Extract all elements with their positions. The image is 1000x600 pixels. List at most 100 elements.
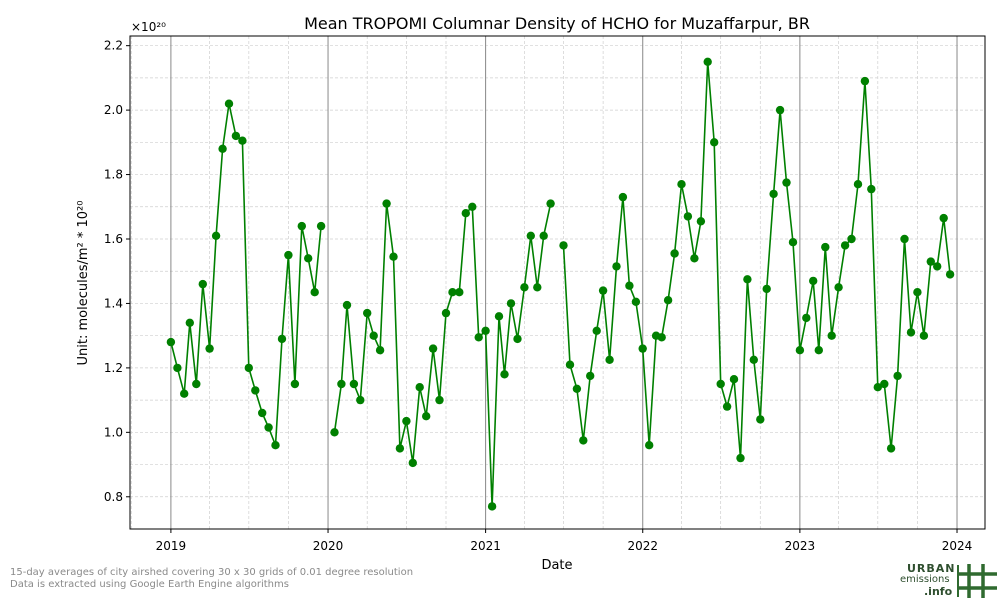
data-point xyxy=(762,284,771,294)
data-point xyxy=(297,221,306,231)
data-point xyxy=(677,180,686,189)
data-point xyxy=(192,379,201,389)
urban-emissions-logo: URBAN emissions .info xyxy=(898,561,1000,600)
logo-word-urban: URBAN xyxy=(907,562,956,575)
data-point xyxy=(756,415,765,424)
data-point xyxy=(919,331,929,340)
chart-title: Mean TROPOMI Columnar Density of HCHO fo… xyxy=(304,14,810,33)
data-point xyxy=(441,308,451,318)
data-point xyxy=(422,412,431,421)
data-point xyxy=(867,184,876,194)
data-point xyxy=(592,326,601,335)
data-point xyxy=(271,441,280,450)
data-point xyxy=(284,250,293,260)
data-point xyxy=(847,234,856,244)
data-point xyxy=(913,288,922,297)
data-point xyxy=(703,57,712,66)
logo-word-emissions: emissions xyxy=(900,574,950,585)
data-point xyxy=(435,395,444,405)
y-axis-label: Unit: molecules/m² * 10²⁰ xyxy=(76,201,91,366)
x-tick-label: 2019 xyxy=(156,539,187,553)
data-point xyxy=(166,337,176,347)
data-point xyxy=(939,213,948,223)
series-hcho xyxy=(166,57,955,511)
data-point xyxy=(565,360,575,369)
grid-mark-icon xyxy=(957,564,997,598)
data-point xyxy=(657,333,666,342)
data-point xyxy=(880,379,889,389)
data-point xyxy=(277,334,287,344)
data-point xyxy=(310,288,319,297)
data-point xyxy=(526,231,535,240)
data-point xyxy=(363,308,372,318)
data-point xyxy=(873,383,882,392)
data-point xyxy=(290,379,300,389)
data-point xyxy=(487,502,497,511)
data-point xyxy=(264,423,273,432)
data-point xyxy=(893,371,902,381)
data-point xyxy=(533,283,542,292)
data-point xyxy=(729,375,739,384)
data-point xyxy=(448,288,457,297)
data-point xyxy=(906,328,916,337)
data-point xyxy=(342,300,352,310)
data-point xyxy=(304,254,313,263)
data-point xyxy=(605,355,614,364)
data-point xyxy=(231,131,241,141)
data-point xyxy=(173,363,182,373)
data-point xyxy=(258,408,267,418)
year-separator-lines xyxy=(170,36,958,529)
data-point xyxy=(408,458,417,468)
data-point xyxy=(205,344,214,353)
y-tick-label: 2.0 xyxy=(104,103,123,117)
data-point xyxy=(238,136,247,145)
data-point xyxy=(572,384,582,393)
data-point xyxy=(506,299,516,308)
data-point xyxy=(316,221,326,231)
data-point xyxy=(180,389,189,398)
data-point xyxy=(900,234,909,244)
x-tick-label: 2021 xyxy=(470,539,501,553)
data-point xyxy=(481,326,490,335)
data-point xyxy=(663,296,673,305)
data-point xyxy=(612,262,621,271)
data-point xyxy=(539,231,548,240)
data-point xyxy=(827,331,836,340)
data-point xyxy=(468,202,477,211)
data-point xyxy=(389,252,398,261)
data-point xyxy=(638,344,647,353)
data-point xyxy=(834,283,843,292)
data-point xyxy=(375,346,385,355)
data-point xyxy=(860,76,870,86)
data-point xyxy=(736,453,745,463)
data-point xyxy=(330,428,339,437)
data-point xyxy=(546,199,555,208)
data-point xyxy=(743,275,752,284)
data-point xyxy=(625,281,634,290)
data-point xyxy=(474,333,483,342)
x-tick-label: 2022 xyxy=(627,539,658,553)
footnote-line-2: Data is extracted using Google Earth Eng… xyxy=(10,579,289,590)
footnote-line-1: 15-day averages of city airshed covering… xyxy=(10,567,414,578)
data-point xyxy=(631,297,641,306)
data-point xyxy=(795,346,805,355)
data-point xyxy=(814,346,823,355)
data-point xyxy=(645,441,654,450)
data-point xyxy=(586,371,595,381)
plot-frame xyxy=(129,35,986,530)
data-point xyxy=(926,257,935,266)
grid-lines xyxy=(130,36,985,530)
data-point xyxy=(696,217,706,226)
data-point xyxy=(782,178,791,187)
data-point xyxy=(769,189,778,199)
data-point xyxy=(494,312,504,321)
data-point xyxy=(670,249,679,258)
data-point xyxy=(500,370,509,379)
y-tick-label: 1.4 xyxy=(104,296,123,310)
x-axis-ticks: 2019 2020 2021 2022 2023 2024 xyxy=(156,529,972,553)
data-point xyxy=(198,279,207,289)
y-tick-label: 1.6 xyxy=(104,232,123,246)
data-point xyxy=(185,318,194,327)
data-point xyxy=(853,180,863,189)
data-point xyxy=(788,238,798,247)
